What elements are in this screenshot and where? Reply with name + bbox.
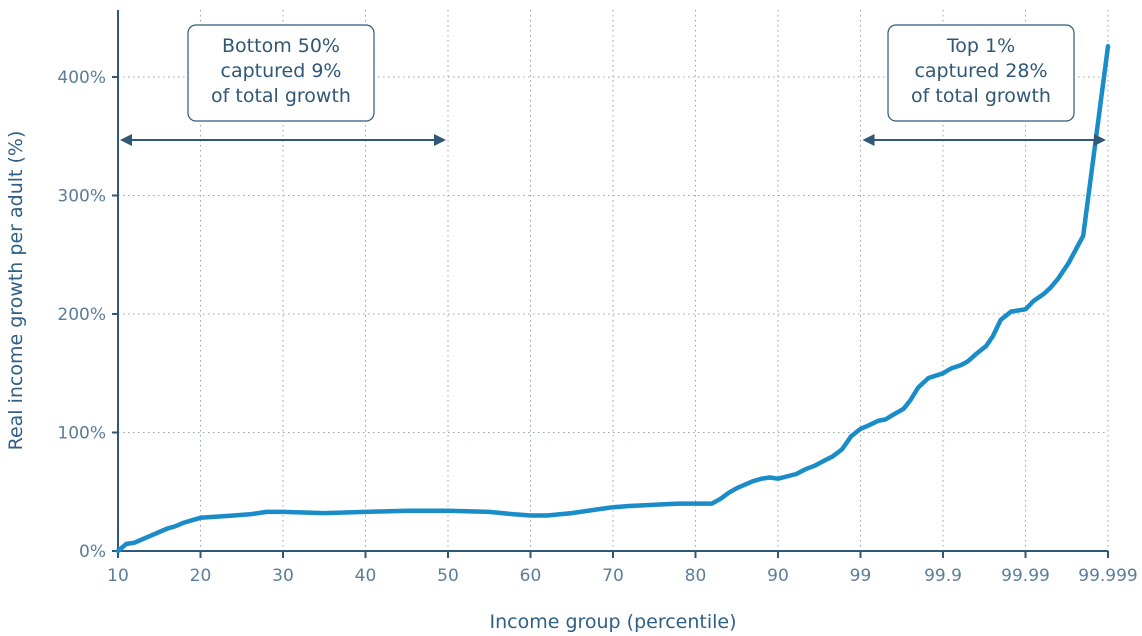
annotation-text: Top 1% [946, 35, 1015, 57]
annotation-text: of total growth [911, 85, 1051, 107]
annotations: Bottom 50%captured 9%of total growthTop … [120, 24, 1106, 146]
y-tick-label: 200% [57, 305, 106, 325]
x-tick-label: 20 [190, 566, 212, 586]
annotation: Bottom 50% captured 9% of total growth [120, 24, 446, 146]
annotation-box [187, 24, 375, 122]
x-tick-label: 50 [437, 566, 459, 586]
x-tick-label: 90 [767, 566, 789, 586]
annotation-box [887, 24, 1075, 122]
x-tick-label: 99 [850, 566, 872, 586]
x-axis-ticks: 10 20 30 40 50 60 70 80 90 99 99.9 99.99 99.999 [107, 551, 1138, 586]
y-tick-label: 400% [57, 68, 106, 88]
y-tick-label: 300% [57, 187, 106, 207]
x-tick-label: 30 [272, 566, 294, 586]
x-tick-label: 99.9 [924, 566, 962, 586]
series-layer [115, 43, 1111, 554]
annotation-text: captured 9% [221, 60, 342, 82]
x-tick-label: 40 [355, 566, 377, 586]
x-tick-label: 10 [107, 566, 129, 586]
annotation: Top 1% captured 28% of total growth [862, 24, 1106, 146]
x-tick-label: 99.99 [1001, 566, 1050, 586]
x-axis-title: Income group (percentile) [489, 611, 736, 633]
arrow-head-left [862, 134, 875, 146]
y-axis-ticks: 0% 100% 200% 300% 400% [57, 68, 118, 562]
arrow-head-right [434, 134, 446, 146]
x-tick-label: 80 [685, 566, 707, 586]
annotation-text: of total growth [211, 85, 351, 107]
annotation-text: Bottom 50% [222, 35, 340, 57]
arrow-head-left [120, 134, 132, 146]
series-line [115, 43, 1111, 554]
y-tick-label: 100% [57, 424, 106, 444]
annotation-text: captured 28% [914, 60, 1047, 82]
x-tick-label: 70 [602, 566, 624, 586]
x-tick-label: 99.999 [1078, 566, 1137, 586]
arrow-head-right [1094, 134, 1106, 146]
y-axis-title: Real income growth per adult (%) [5, 131, 27, 451]
x-tick-label: 60 [520, 566, 542, 586]
y-tick-label: 0% [79, 542, 106, 562]
